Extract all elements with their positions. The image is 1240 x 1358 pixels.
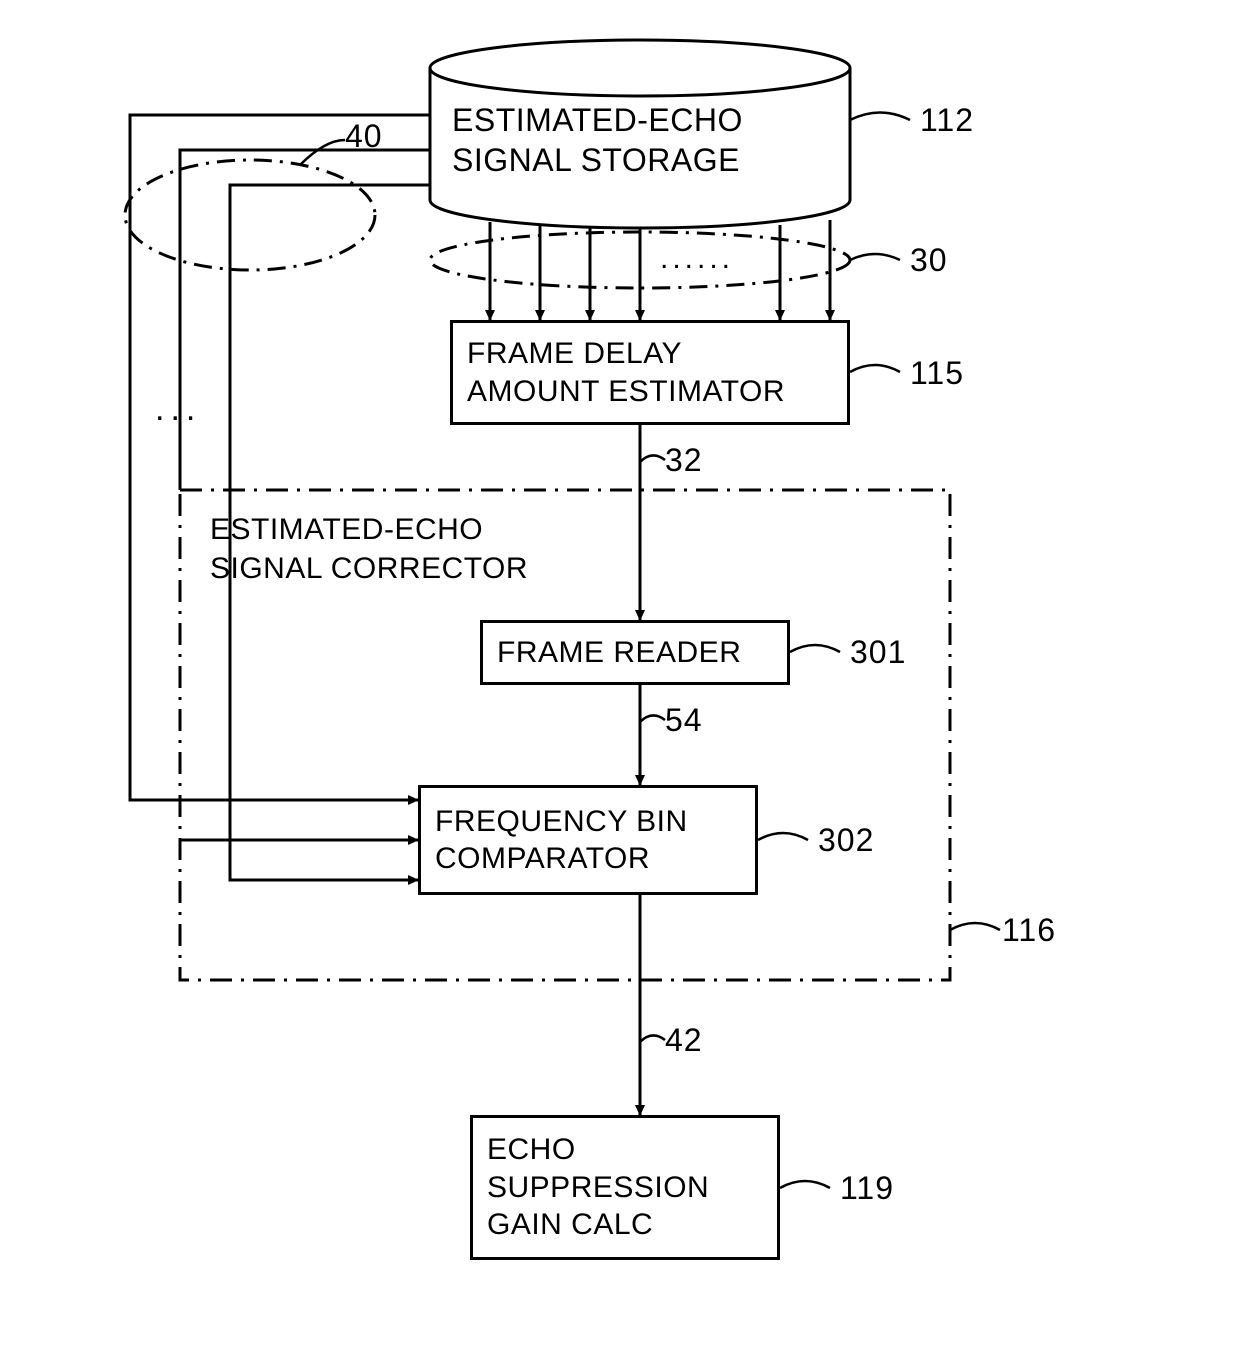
echo-gain-calc-box: ECHO SUPPRESSION GAIN CALC (470, 1115, 780, 1260)
ref-32: 32 (665, 442, 703, 479)
ref-40: 40 (345, 118, 383, 155)
storage-left-to-comparator (130, 115, 430, 880)
storage-label: ESTIMATED-ECHO SIGNAL STORAGE (452, 100, 832, 180)
ref-302: 302 (818, 822, 874, 859)
ref-116: 116 (1002, 912, 1056, 949)
diagram-canvas: ESTIMATED-ECHO SIGNAL STORAGE ...... ...… (0, 0, 1240, 1358)
echo-gain-calc-label: ECHO SUPPRESSION GAIN CALC (487, 1131, 709, 1244)
ref-301: 301 (850, 634, 906, 671)
ref-119: 119 (840, 1170, 894, 1207)
bus-30-ellipse (430, 232, 850, 288)
delay-estimator-label: FRAME DELAY AMOUNT ESTIMATOR (467, 335, 785, 410)
corrector-title: ESTIMATED-ECHO SIGNAL CORRECTOR (210, 510, 528, 588)
delay-estimator-box: FRAME DELAY AMOUNT ESTIMATOR (450, 320, 850, 425)
ref-54: 54 (665, 702, 703, 739)
ref-112: 112 (920, 102, 974, 139)
frame-reader-box: FRAME READER (480, 620, 790, 685)
ref-115: 115 (910, 355, 964, 392)
bus-40-dots: ... (155, 390, 201, 429)
frame-reader-label: FRAME READER (497, 634, 741, 672)
freq-bin-comparator-box: FREQUENCY BIN COMPARATOR (418, 785, 758, 895)
bus-40-ellipse (125, 160, 375, 270)
ref-30: 30 (910, 242, 948, 279)
ref-42: 42 (665, 1022, 703, 1059)
bus-30-dots: ...... (660, 242, 734, 276)
freq-bin-comparator-label: FREQUENCY BIN COMPARATOR (435, 803, 688, 878)
